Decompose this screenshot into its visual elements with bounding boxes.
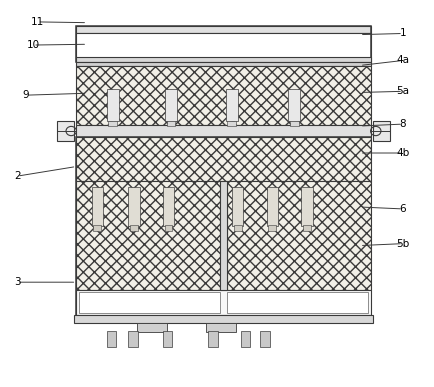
Bar — [107, 89, 119, 122]
Text: 4a: 4a — [397, 55, 410, 65]
Bar — [128, 187, 140, 226]
Bar — [234, 225, 242, 231]
Bar — [128, 331, 138, 347]
Bar — [76, 181, 371, 184]
Bar — [76, 57, 371, 62]
Bar — [303, 225, 311, 231]
Text: 10: 10 — [26, 40, 39, 50]
Bar — [130, 225, 138, 231]
Bar — [76, 33, 371, 62]
Text: 8: 8 — [400, 119, 406, 129]
Bar — [76, 125, 371, 137]
Bar — [76, 137, 371, 181]
Bar — [164, 225, 172, 231]
Text: 3: 3 — [14, 277, 20, 287]
Bar — [301, 187, 312, 226]
Text: 11: 11 — [31, 17, 44, 27]
Bar — [137, 323, 167, 332]
Text: 1: 1 — [400, 29, 406, 38]
Bar — [208, 331, 218, 347]
Text: 5b: 5b — [396, 239, 410, 248]
Text: 6: 6 — [400, 204, 406, 214]
Bar — [260, 331, 270, 347]
Bar — [220, 181, 227, 290]
Bar — [76, 26, 371, 33]
Bar — [226, 89, 238, 122]
Bar — [241, 331, 250, 347]
Bar — [373, 122, 390, 140]
Bar — [167, 121, 175, 126]
Bar — [79, 292, 220, 313]
Bar — [76, 181, 220, 290]
Bar — [76, 137, 371, 319]
Bar — [227, 181, 371, 290]
Text: 5a: 5a — [397, 86, 410, 96]
Bar — [269, 225, 276, 231]
Bar — [92, 187, 103, 226]
Bar — [76, 290, 371, 315]
Bar — [227, 292, 368, 313]
Bar — [232, 187, 243, 226]
Bar — [57, 122, 74, 140]
Bar — [93, 225, 101, 231]
Bar — [206, 323, 237, 332]
Bar — [107, 331, 116, 347]
Bar — [267, 187, 278, 226]
Bar — [163, 187, 174, 226]
Bar — [74, 315, 373, 324]
Bar — [288, 89, 300, 122]
Bar — [76, 62, 371, 66]
Text: 2: 2 — [14, 171, 20, 181]
Text: 9: 9 — [23, 90, 29, 100]
Bar — [76, 66, 371, 125]
Bar — [108, 121, 117, 126]
Bar — [290, 121, 299, 126]
Bar — [76, 26, 371, 62]
Bar — [163, 331, 172, 347]
Text: 4b: 4b — [396, 148, 410, 158]
Bar — [227, 121, 236, 126]
Bar — [165, 89, 177, 122]
